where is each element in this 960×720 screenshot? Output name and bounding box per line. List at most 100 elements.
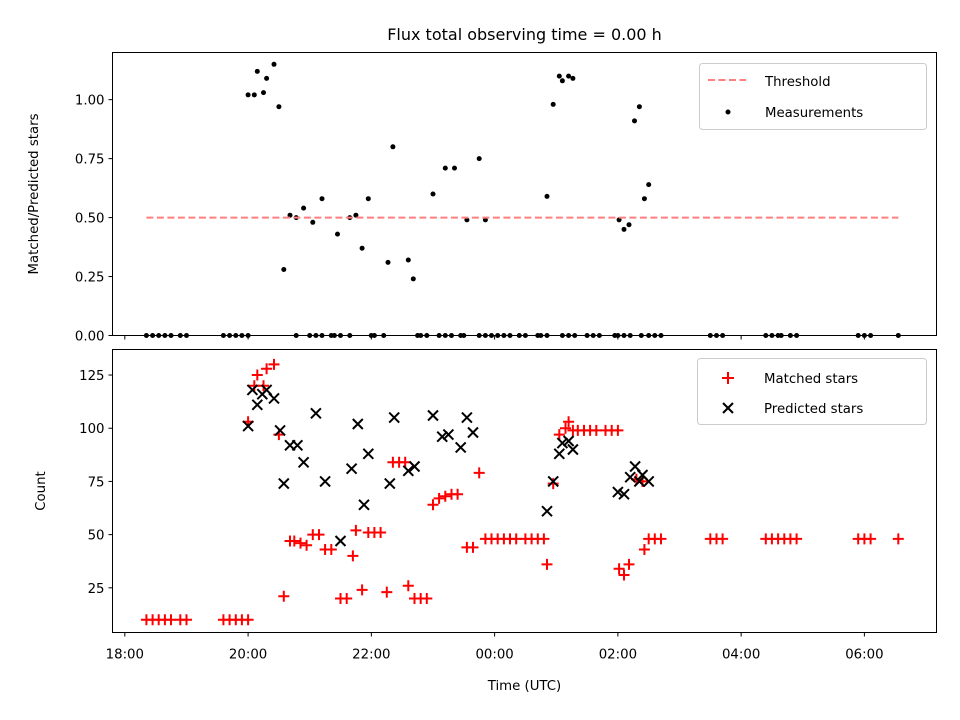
matched-star-point [541,558,553,570]
matched-stars-legend-label: Matched stars [764,372,858,387]
bottom-y-tick-label: 125 [79,369,104,384]
measurements-legend-label: Measurements [765,106,863,121]
matched-star-point [865,533,877,545]
top-y-tick-label: 0.25 [75,271,105,286]
predicted-star-point [334,535,347,547]
predicted-star-point [352,418,364,430]
top-x-ticks [124,335,865,340]
measurement-point [365,196,371,202]
measurement-point [319,196,325,202]
matched-star-point [421,593,433,604]
measurement-point [550,101,556,107]
matched-stars-legend-swatch [722,372,734,384]
top-y-tick-label: 0.75 [75,153,105,168]
measurement-point [646,182,652,188]
matched-star-point [399,456,411,468]
bottom-legend: Matched stars Predicted stars [697,358,927,425]
bottom-x-tick-label: 18:00 [106,648,144,663]
measurement-point [544,193,550,199]
matched-star-point [251,369,263,381]
predicted-star-point [242,420,254,432]
top-legend-box [699,63,927,130]
predicted-star-point [567,443,579,456]
measurement-point [385,259,391,265]
threshold-legend-label: Threshold [764,75,831,90]
star-count-panel: 25 50 75 100 125 18:00 20:00 22:00 00:00 02:00 04… [34,349,937,694]
matched-star-point [452,488,464,500]
matched-star-point [473,467,485,479]
predicted-star-point [291,439,304,452]
measurement-point [276,104,282,110]
predicted-star-point [618,488,630,500]
chart-title: Flux total observing time = 0.00 h [387,25,662,44]
matched-star-point [612,424,624,436]
matched-star-point [268,358,280,370]
predicted-star-point [408,460,421,473]
measurement-point [335,231,340,237]
measurements-series [143,61,901,338]
measurement-point [405,257,411,263]
measurement-point [271,61,277,67]
measurement-point [442,165,448,171]
top-axes-frame [112,52,937,336]
matched-star-point [892,533,904,545]
matched-star-point [563,416,575,428]
measurements-legend-swatch [725,109,731,115]
matched-star-point [717,533,729,545]
bottom-x-tick-label: 04:00 [722,648,760,663]
bottom-y-tick-label: 50 [88,529,105,544]
predicted-star-point [268,392,280,405]
matched-star-point [553,429,565,441]
measurement-point [476,156,482,162]
measurement-point [301,205,307,211]
predicted-star-point [362,448,375,460]
matched-star-point [433,492,445,504]
top-y-axis-label: Matched/Predicted stars [27,113,42,274]
predicted-star-point [427,409,439,422]
matched-star-point [325,544,337,555]
predicted-star-point [442,428,455,441]
measurement-point [430,191,436,197]
predicted-star-point [251,399,264,411]
predicted-stars-legend-label: Predicted stars [764,402,863,417]
predicted-star-point [246,384,259,396]
matched-star-point [295,537,306,549]
matched-star-point [301,539,313,551]
matched-star-point [181,614,192,626]
measurement-point [353,212,359,218]
measurement-point [359,245,365,251]
predicted-star-point [454,441,467,454]
matched-star-point [402,580,414,592]
measurement-point [452,165,457,171]
top-legend: Threshold Measurements [699,63,927,130]
measurement-point [281,267,287,272]
predicted-star-point [633,475,646,488]
matched-star-point [655,533,667,545]
predicted-star-point [553,448,566,460]
matched-star-point [288,535,300,547]
bottom-x-tick-label: 02:00 [599,648,637,663]
predicted-star-point [436,430,448,443]
predicted-star-point [642,475,655,488]
measurement-point [621,226,627,232]
matched-star-point [439,490,451,502]
matched-star-point [313,529,325,541]
matched-star-point [538,533,550,545]
predicted-star-point [358,499,370,511]
matched-star-point [261,363,273,375]
bottom-x-tick-label: 20:00 [229,648,267,663]
predicted-star-point [461,411,473,424]
matched-star-point [613,563,625,575]
matched-star-point [341,593,353,604]
measurement-point [390,144,396,150]
matched-star-point [590,424,602,436]
bottom-x-axis-label: Time (UTC) [487,679,562,694]
matched-star-point [467,541,479,553]
measurement-point [636,104,642,110]
matched-star-point [427,499,439,511]
measurement-point [632,118,637,124]
matched-star-point [242,614,254,626]
predicted-star-point [319,475,331,488]
measurement-point [310,219,316,225]
